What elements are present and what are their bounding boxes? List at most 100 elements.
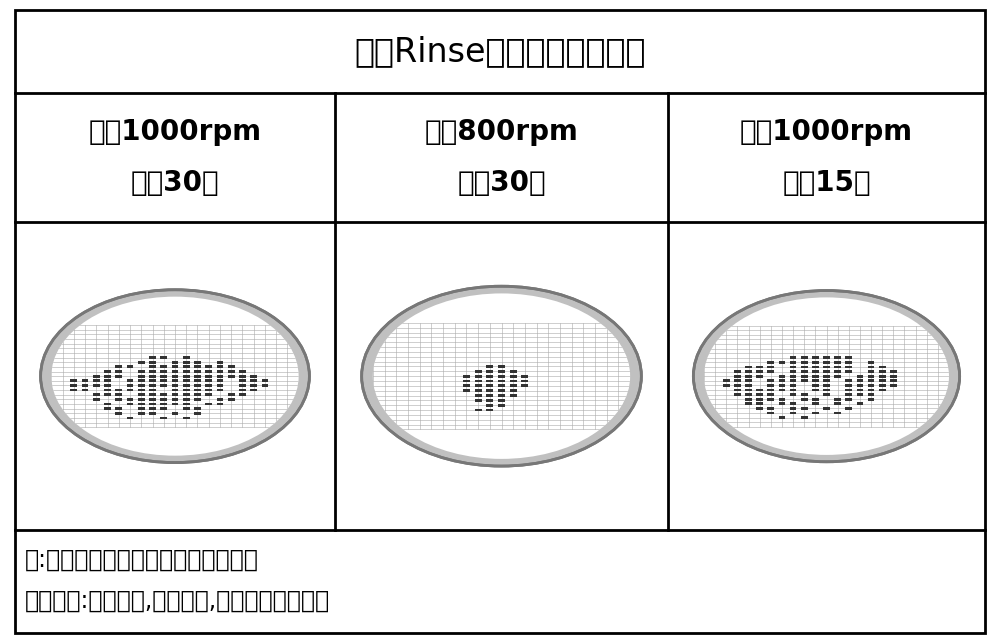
Bar bbox=[790, 393, 796, 396]
Bar bbox=[486, 408, 493, 412]
Bar bbox=[801, 416, 808, 419]
Bar bbox=[475, 370, 482, 373]
Bar bbox=[194, 370, 201, 373]
Bar bbox=[475, 389, 482, 392]
Bar bbox=[172, 365, 178, 368]
Bar bbox=[790, 375, 796, 377]
Bar bbox=[823, 388, 830, 392]
Bar bbox=[823, 361, 830, 364]
Bar bbox=[160, 375, 167, 377]
Bar bbox=[510, 370, 517, 373]
Bar bbox=[845, 356, 852, 359]
Bar bbox=[823, 384, 830, 386]
Bar bbox=[845, 393, 852, 396]
Bar bbox=[115, 370, 122, 373]
Bar bbox=[115, 365, 122, 368]
Bar bbox=[868, 384, 874, 386]
Bar bbox=[868, 375, 874, 377]
Bar bbox=[149, 370, 156, 373]
Bar bbox=[779, 398, 785, 401]
Bar bbox=[228, 370, 235, 373]
Bar bbox=[172, 412, 178, 415]
Bar bbox=[250, 384, 257, 387]
Bar bbox=[104, 394, 111, 396]
Bar bbox=[463, 379, 470, 383]
Bar bbox=[463, 385, 470, 387]
Bar bbox=[149, 384, 156, 387]
Bar bbox=[745, 403, 752, 405]
Bar bbox=[205, 365, 212, 368]
Bar bbox=[790, 366, 796, 368]
Bar bbox=[756, 403, 763, 405]
Bar bbox=[239, 389, 246, 392]
Bar bbox=[510, 375, 517, 377]
Bar bbox=[160, 370, 167, 373]
Bar bbox=[845, 366, 852, 368]
Bar bbox=[250, 375, 257, 377]
Text: 转速1000rpm: 转速1000rpm bbox=[88, 118, 262, 146]
Bar bbox=[779, 361, 785, 364]
Bar bbox=[160, 403, 167, 406]
Text: 光刻Rinse条件分组实验结果: 光刻Rinse条件分组实验结果 bbox=[354, 35, 646, 68]
Bar bbox=[834, 375, 841, 377]
Bar bbox=[183, 417, 190, 419]
Bar bbox=[475, 399, 482, 402]
Bar bbox=[812, 398, 819, 401]
Bar bbox=[790, 356, 796, 359]
Bar bbox=[790, 379, 796, 382]
Bar bbox=[845, 388, 852, 392]
Bar bbox=[510, 379, 517, 383]
Bar bbox=[183, 398, 190, 401]
Bar bbox=[172, 361, 178, 363]
Bar bbox=[510, 394, 517, 397]
Bar bbox=[217, 379, 223, 382]
Bar bbox=[149, 407, 156, 410]
Bar bbox=[93, 375, 100, 377]
Bar bbox=[879, 384, 886, 386]
Bar bbox=[183, 356, 190, 359]
Circle shape bbox=[373, 293, 630, 459]
Bar bbox=[228, 394, 235, 396]
Bar bbox=[834, 398, 841, 401]
Bar bbox=[779, 416, 785, 419]
Bar bbox=[217, 375, 223, 377]
Bar bbox=[879, 370, 886, 373]
Bar bbox=[172, 370, 178, 373]
Bar bbox=[138, 375, 145, 377]
Bar bbox=[498, 385, 505, 387]
Bar bbox=[812, 403, 819, 405]
Bar bbox=[767, 379, 774, 382]
Bar bbox=[767, 366, 774, 368]
Bar bbox=[723, 384, 730, 386]
Bar bbox=[823, 407, 830, 410]
Bar bbox=[801, 398, 808, 401]
Bar bbox=[486, 389, 493, 392]
Bar bbox=[475, 375, 482, 377]
Bar bbox=[217, 361, 223, 363]
Bar bbox=[160, 365, 167, 368]
Bar bbox=[857, 384, 863, 386]
Bar bbox=[756, 375, 763, 377]
Bar bbox=[115, 389, 122, 392]
Bar bbox=[149, 365, 156, 368]
Bar bbox=[890, 370, 897, 373]
Bar bbox=[734, 375, 741, 377]
Bar bbox=[205, 389, 212, 392]
Bar bbox=[498, 394, 505, 397]
Bar bbox=[127, 365, 133, 368]
Bar bbox=[160, 398, 167, 401]
Bar bbox=[823, 366, 830, 368]
Bar bbox=[104, 407, 111, 410]
Bar bbox=[498, 379, 505, 383]
Bar bbox=[745, 370, 752, 373]
Bar bbox=[228, 375, 235, 377]
Bar bbox=[149, 403, 156, 406]
Bar bbox=[138, 370, 145, 373]
Bar bbox=[734, 393, 741, 396]
Bar bbox=[149, 379, 156, 382]
Bar bbox=[834, 412, 841, 414]
Bar bbox=[205, 375, 212, 377]
Bar bbox=[183, 394, 190, 396]
Bar bbox=[104, 375, 111, 377]
Bar bbox=[149, 361, 156, 363]
